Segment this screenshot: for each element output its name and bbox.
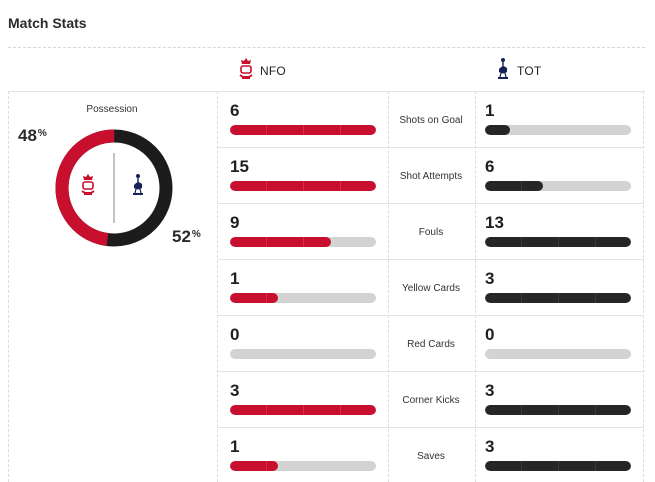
- stat-away-cell: 0: [485, 316, 631, 372]
- stat-home-cell: 15: [230, 148, 376, 204]
- stat-away-value: 1: [485, 101, 495, 120]
- stat-away-bar-fill: [485, 237, 631, 247]
- stat-row: 3 Corner Kicks 3: [218, 372, 644, 428]
- stat-home-bar-fill: [230, 405, 376, 415]
- stat-name: Corner Kicks: [402, 394, 460, 406]
- team-abbr-away: TOT: [517, 63, 542, 78]
- stat-away-bar: [485, 181, 631, 191]
- tottenham-cockerel-icon: [495, 56, 511, 85]
- possession-label: Possession: [86, 104, 138, 115]
- stat-away-bar-fill: [485, 125, 510, 135]
- stat-away-bar-fill: [485, 181, 544, 191]
- stat-away-value: 13: [485, 213, 504, 232]
- stat-row: 1 Yellow Cards 3: [218, 260, 644, 316]
- divider: [8, 47, 645, 48]
- stat-away-value: 3: [485, 437, 495, 456]
- team-abbr-home: NFO: [260, 63, 286, 78]
- stat-row: 1 Saves 3: [218, 428, 644, 482]
- row-divider: [218, 315, 644, 316]
- stat-row: 9 Fouls 13: [218, 204, 644, 260]
- stat-home-cell: 3: [230, 372, 376, 428]
- stat-away-bar: [485, 349, 631, 359]
- stat-away-bar: [485, 405, 631, 415]
- nottingham-forest-crest-icon: [238, 56, 254, 85]
- team-header-away: TOT: [495, 56, 541, 85]
- stat-home-cell: 9: [230, 204, 376, 260]
- stat-away-cell: 13: [485, 204, 631, 260]
- possession-donut-chart: [55, 129, 173, 247]
- stat-home-bar: [230, 461, 376, 471]
- stat-home-bar-fill: [230, 237, 331, 247]
- stat-row: 0 Red Cards 0: [218, 316, 644, 372]
- stat-away-bar-fill: [485, 461, 631, 471]
- stat-home-bar: [230, 405, 376, 415]
- stat-home-bar: [230, 181, 376, 191]
- stat-away-bar-fill: [485, 293, 631, 303]
- stat-home-cell: 1: [230, 428, 376, 482]
- stat-name: Shot Attempts: [399, 170, 463, 182]
- possession-away-pct: 52%: [172, 227, 201, 246]
- stat-name: Shots on Goal: [399, 114, 463, 126]
- stat-home-value: 15: [230, 157, 249, 176]
- stat-home-bar: [230, 125, 376, 135]
- possession-home-arc: [55, 129, 173, 247]
- stat-home-value: 6: [230, 101, 240, 120]
- stat-row: 6 Shots on Goal 1: [218, 92, 644, 148]
- stat-home-cell: 0: [230, 316, 376, 372]
- stat-home-bar-fill: [230, 293, 279, 303]
- row-divider: [218, 259, 644, 260]
- stat-away-bar: [485, 125, 631, 135]
- stat-name: Yellow Cards: [402, 282, 460, 294]
- team-header-home: NFO: [238, 56, 286, 85]
- stat-away-value: 6: [485, 157, 495, 176]
- stat-away-cell: 1: [485, 92, 631, 148]
- possession-home-pct: 48%: [18, 126, 47, 145]
- stat-home-bar: [230, 293, 376, 303]
- stat-home-bar: [230, 237, 376, 247]
- stat-name: Saves: [417, 450, 445, 462]
- column-divider: [8, 91, 9, 482]
- stat-away-cell: 6: [485, 148, 631, 204]
- column-divider: [643, 91, 644, 482]
- stat-away-bar: [485, 237, 631, 247]
- stat-home-bar-fill: [230, 181, 376, 191]
- stat-home-cell: 1: [230, 260, 376, 316]
- stat-home-bar: [230, 349, 376, 359]
- tottenham-cockerel-icon: [133, 174, 143, 195]
- stat-away-cell: 3: [485, 372, 631, 428]
- stat-name: Fouls: [418, 226, 444, 238]
- stat-home-cell: 6: [230, 92, 376, 148]
- stat-row: 15 Shot Attempts 6: [218, 148, 644, 204]
- stat-away-cell: 3: [485, 260, 631, 316]
- stat-away-bar-fill: [485, 405, 631, 415]
- stat-home-bar-fill: [230, 461, 279, 471]
- page-title: Match Stats: [8, 15, 87, 31]
- stat-away-value: 3: [485, 269, 495, 288]
- row-divider: [218, 371, 644, 372]
- row-divider: [218, 203, 644, 204]
- stat-home-value: 1: [230, 269, 240, 288]
- stat-away-value: 0: [485, 325, 495, 344]
- row-divider: [218, 427, 644, 428]
- stat-away-cell: 3: [485, 428, 631, 482]
- stat-home-value: 0: [230, 325, 240, 344]
- stat-home-value: 1: [230, 437, 240, 456]
- header-divider: [8, 91, 645, 92]
- column-divider: [217, 91, 218, 482]
- nottingham-forest-crest-icon: [81, 174, 95, 195]
- stat-home-value: 9: [230, 213, 240, 232]
- row-divider: [218, 147, 644, 148]
- stat-away-bar: [485, 293, 631, 303]
- stat-home-value: 3: [230, 381, 240, 400]
- stat-away-bar: [485, 461, 631, 471]
- stat-away-value: 3: [485, 381, 495, 400]
- column-divider: [475, 91, 476, 482]
- stat-name: Red Cards: [407, 338, 455, 350]
- stat-home-bar-fill: [230, 125, 376, 135]
- column-divider: [388, 91, 389, 482]
